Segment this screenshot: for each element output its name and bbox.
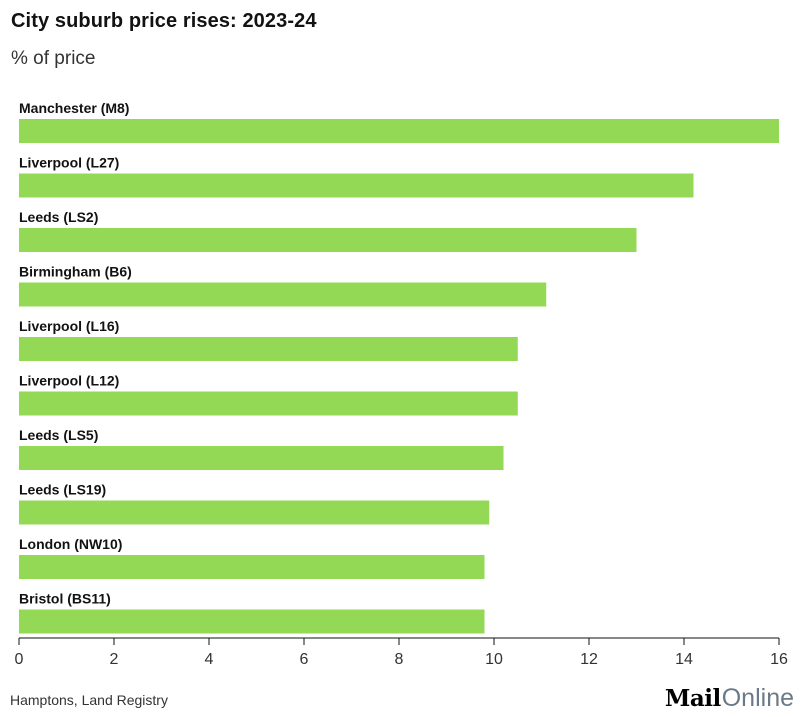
bar (19, 391, 518, 416)
bar (19, 446, 504, 470)
category-label: London (NW10) (19, 536, 122, 552)
category-label: Liverpool (L16) (19, 318, 119, 334)
bar (19, 173, 694, 198)
x-tick-label: 16 (770, 651, 788, 668)
bar (19, 555, 485, 579)
source-note: Hamptons, Land Registry (10, 692, 168, 708)
x-tick-label: 10 (485, 651, 503, 668)
category-label: Liverpool (L27) (19, 155, 119, 171)
x-tick-label: 2 (110, 651, 119, 668)
x-tick-label: 4 (205, 651, 214, 668)
bar (19, 228, 637, 252)
logo-mail-text: Mail (664, 685, 721, 712)
logo-online-text: Online (721, 684, 794, 712)
x-axis: 0 2 4 6 8 10 12 14 16 (15, 637, 788, 668)
bars-group: Manchester (M8) Liverpool (L27) Leeds (LS2… (19, 100, 779, 634)
bar (19, 282, 547, 307)
category-label: Liverpool (L12) (19, 373, 119, 389)
x-tick-label: 12 (580, 651, 598, 668)
category-label: Leeds (LS19) (19, 482, 106, 498)
chart-subtitle: % of price (11, 48, 96, 69)
bar (19, 500, 490, 525)
chart-title: City suburb price rises: 2023-24 (11, 10, 317, 32)
category-label: Leeds (LS2) (19, 209, 98, 225)
x-tick-label: 14 (675, 651, 693, 668)
category-label: Leeds (LS5) (19, 427, 98, 443)
category-label: Manchester (M8) (19, 100, 129, 116)
mailonline-logo: Mail Online (665, 684, 794, 712)
bar (19, 119, 779, 143)
category-label: Bristol (BS11) (19, 591, 111, 607)
bar (19, 609, 485, 634)
category-label: Birmingham (B6) (19, 264, 132, 280)
x-tick-label: 0 (15, 651, 24, 668)
x-tick-label: 8 (395, 651, 404, 668)
x-tick-label: 6 (300, 651, 309, 668)
bar (19, 337, 518, 361)
